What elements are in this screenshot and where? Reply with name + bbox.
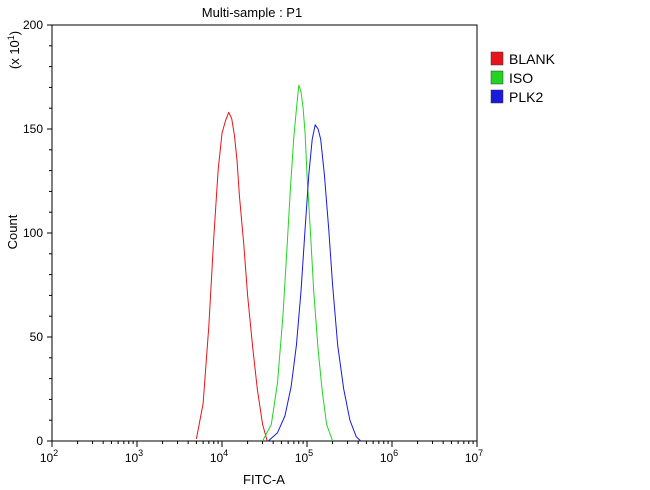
y-tick-label: 0 [36, 434, 43, 448]
legend-label-iso: ISO [509, 70, 533, 86]
series-iso-line [262, 84, 334, 442]
y-axis: 0 50 100 150 200 [23, 18, 52, 448]
y-tick-label: 200 [23, 18, 43, 32]
legend-label-blank: BLANK [509, 51, 556, 67]
x-axis: 102 103 104 105 106 107 [40, 441, 483, 465]
x-tick-label: 106 [380, 448, 398, 465]
x-tick-label: 102 [40, 448, 58, 465]
legend-swatch-iso [490, 70, 504, 85]
y-tick-label: 100 [23, 226, 43, 240]
legend-swatch-plk2 [490, 89, 504, 104]
series-plk2-line [267, 124, 362, 442]
y-tick-label: 50 [30, 330, 44, 344]
chart-title: Multi-sample : P1 [202, 5, 302, 20]
x-tick-label: 104 [210, 448, 228, 465]
series-blank-line [195, 111, 268, 442]
y-axis-label: Count [5, 214, 20, 249]
x-tick-label: 107 [465, 448, 483, 465]
legend: BLANK ISO PLK2 [490, 51, 556, 105]
x-tick-label: 103 [125, 448, 143, 465]
legend-swatch-blank [490, 51, 504, 66]
y-tick-label: 150 [23, 122, 43, 136]
legend-label-plk2: PLK2 [509, 89, 543, 105]
x-axis-label: FITC-A [243, 472, 285, 487]
x-tick-label: 105 [295, 448, 313, 465]
y-multiplier-label: (x 101) [6, 31, 22, 69]
series-lines [195, 84, 362, 442]
plot-frame [51, 24, 478, 442]
